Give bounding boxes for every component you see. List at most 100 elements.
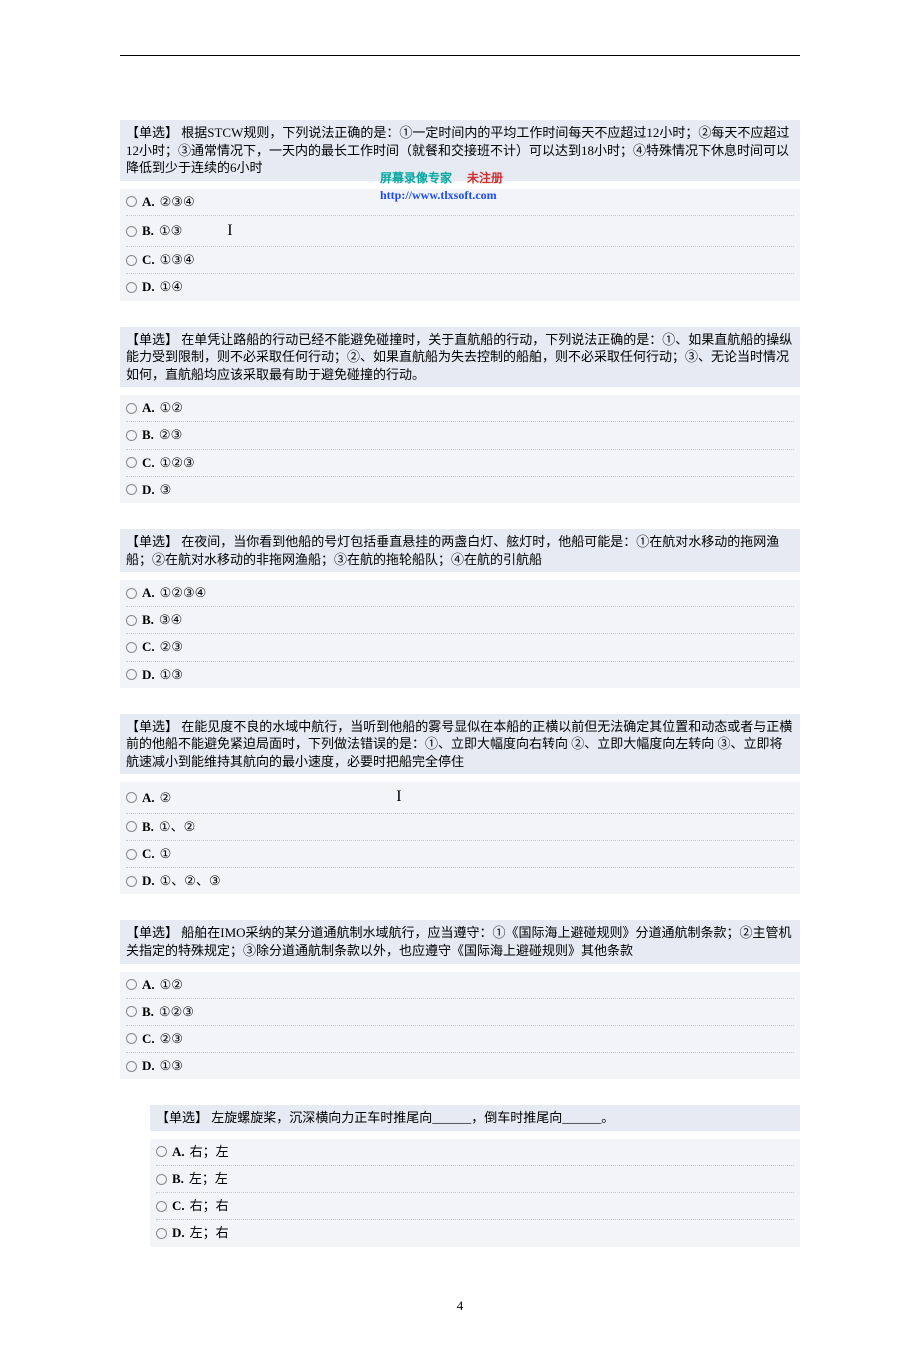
- option-label: D.: [142, 1057, 155, 1075]
- radio-icon[interactable]: [126, 642, 137, 653]
- question-prompt: 【单选】 左旋螺旋桨，沉深横向力正车时推尾向______，倒车时推尾向_____…: [150, 1105, 800, 1131]
- option-text: ①③④: [160, 251, 195, 269]
- option-row[interactable]: C.②③: [126, 636, 794, 658]
- option-row[interactable]: B.①、②: [126, 816, 794, 838]
- option-label: C.: [172, 1197, 185, 1215]
- option-text: ①②: [160, 399, 183, 417]
- option-separator: [126, 449, 794, 450]
- radio-icon[interactable]: [126, 821, 137, 832]
- option-row[interactable]: C.①②③: [126, 452, 794, 474]
- option-separator: [126, 813, 794, 814]
- option-text: ①: [160, 845, 172, 863]
- options-group: A.右；左 B.左；左 C.右；右 D.左；右: [150, 1139, 800, 1247]
- radio-icon[interactable]: [126, 979, 137, 990]
- radio-icon[interactable]: [126, 669, 137, 680]
- question-prompt: 【单选】 在夜间，当你看到他船的号灯包括垂直悬挂的两盏白灯、舷灯时，他船可能是：…: [120, 529, 800, 572]
- radio-icon[interactable]: [126, 430, 137, 441]
- option-row[interactable]: B.①③I: [126, 218, 794, 244]
- option-row[interactable]: C. ①: [126, 843, 794, 865]
- options-group: A.②③④ B.①③I C. ①③④ D.①④: [120, 189, 800, 301]
- radio-icon[interactable]: [156, 1174, 167, 1185]
- radio-icon[interactable]: [126, 588, 137, 599]
- question-prompt: 【单选】 在能见度不良的水域中航行，当听到他船的雾号显似在本船的正横以前但无法确…: [120, 714, 800, 775]
- question-prompt: 【单选】 根据STCW规则，下列说法正确的是：①一定时间内的平均工作时间每天不应…: [120, 120, 800, 181]
- option-row[interactable]: B.①②③: [126, 1001, 794, 1023]
- option-label: C.: [142, 845, 155, 863]
- option-text: ①②: [160, 976, 183, 994]
- option-text: ②: [160, 789, 172, 807]
- option-separator: [126, 273, 794, 274]
- option-row[interactable]: A. ①②③④: [126, 582, 794, 604]
- text-cursor-icon: I: [396, 786, 401, 808]
- option-label: B.: [142, 1003, 154, 1021]
- option-row[interactable]: A. ② I: [126, 784, 794, 810]
- option-separator: [156, 1219, 794, 1220]
- option-row[interactable]: A.右；左: [156, 1141, 794, 1163]
- option-label: B.: [142, 222, 154, 240]
- radio-icon[interactable]: [126, 226, 137, 237]
- radio-icon[interactable]: [126, 1061, 137, 1072]
- radio-icon[interactable]: [126, 615, 137, 626]
- option-row[interactable]: C.右；右: [156, 1195, 794, 1217]
- option-separator: [126, 246, 794, 247]
- option-text: ③: [160, 481, 172, 499]
- option-text: ②③: [159, 426, 182, 444]
- radio-icon[interactable]: [126, 876, 137, 887]
- radio-icon[interactable]: [126, 484, 137, 495]
- option-separator: [126, 1052, 794, 1053]
- radio-icon[interactable]: [156, 1201, 167, 1212]
- options-group: A.①②B.②③C.①②③D.③: [120, 395, 800, 503]
- option-row[interactable]: D.①④: [126, 276, 794, 298]
- option-row[interactable]: D. ①③: [126, 1055, 794, 1077]
- option-row[interactable]: D.①、②、③: [126, 870, 794, 892]
- option-label: B.: [142, 426, 154, 444]
- option-separator: [126, 867, 794, 868]
- option-row[interactable]: D.左；右: [156, 1222, 794, 1244]
- option-row[interactable]: A.②③④: [126, 191, 794, 213]
- option-row[interactable]: D.①③: [126, 664, 794, 686]
- option-text: ①、②: [159, 818, 195, 836]
- option-row[interactable]: B. ②③: [126, 424, 794, 446]
- radio-icon[interactable]: [126, 1006, 137, 1017]
- option-row[interactable]: B.③④: [126, 609, 794, 631]
- option-text: ①②③④: [160, 584, 207, 602]
- radio-icon[interactable]: [126, 403, 137, 414]
- radio-icon[interactable]: [126, 849, 137, 860]
- radio-icon[interactable]: [126, 792, 137, 803]
- option-text: 左；右: [190, 1224, 229, 1242]
- radio-icon[interactable]: [156, 1228, 167, 1239]
- radio-icon[interactable]: [126, 457, 137, 468]
- option-separator: [156, 1192, 794, 1193]
- option-row[interactable]: D.③: [126, 479, 794, 501]
- option-label: C.: [142, 454, 155, 472]
- question-prompt: 【单选】 船舶在IMO采纳的某分道通航制水域航行，应当遵守：①《国际海上避碰规则…: [120, 920, 800, 963]
- option-separator: [126, 215, 794, 216]
- options-group: A. ①②③④ B.③④ C.②③ D.①③: [120, 580, 800, 688]
- option-label: A.: [142, 789, 155, 807]
- option-text: ②③: [160, 638, 183, 656]
- radio-icon[interactable]: [126, 196, 137, 207]
- radio-icon[interactable]: [126, 282, 137, 293]
- option-label: D.: [142, 278, 155, 296]
- questions-container: 【单选】 根据STCW规则，下列说法正确的是：①一定时间内的平均工作时间每天不应…: [120, 120, 800, 1247]
- option-text: ①③: [160, 1057, 183, 1075]
- option-text: 左；左: [189, 1170, 228, 1188]
- option-label: D.: [142, 666, 155, 684]
- option-row[interactable]: C.②③: [126, 1028, 794, 1050]
- option-label: C.: [142, 251, 155, 269]
- radio-icon[interactable]: [126, 1033, 137, 1044]
- option-separator: [126, 1025, 794, 1026]
- radio-icon[interactable]: [156, 1146, 167, 1157]
- option-label: A.: [142, 584, 155, 602]
- option-separator: [126, 840, 794, 841]
- option-row[interactable]: C. ①③④: [126, 249, 794, 271]
- option-label: A.: [172, 1143, 185, 1161]
- option-label: B.: [142, 611, 154, 629]
- option-label: A.: [142, 193, 155, 211]
- radio-icon[interactable]: [126, 255, 137, 266]
- option-label: D.: [142, 872, 155, 890]
- option-row[interactable]: B.左；左: [156, 1168, 794, 1190]
- text-cursor-icon: I: [227, 220, 232, 242]
- option-row[interactable]: A.①②: [126, 397, 794, 419]
- option-row[interactable]: A.①②: [126, 974, 794, 996]
